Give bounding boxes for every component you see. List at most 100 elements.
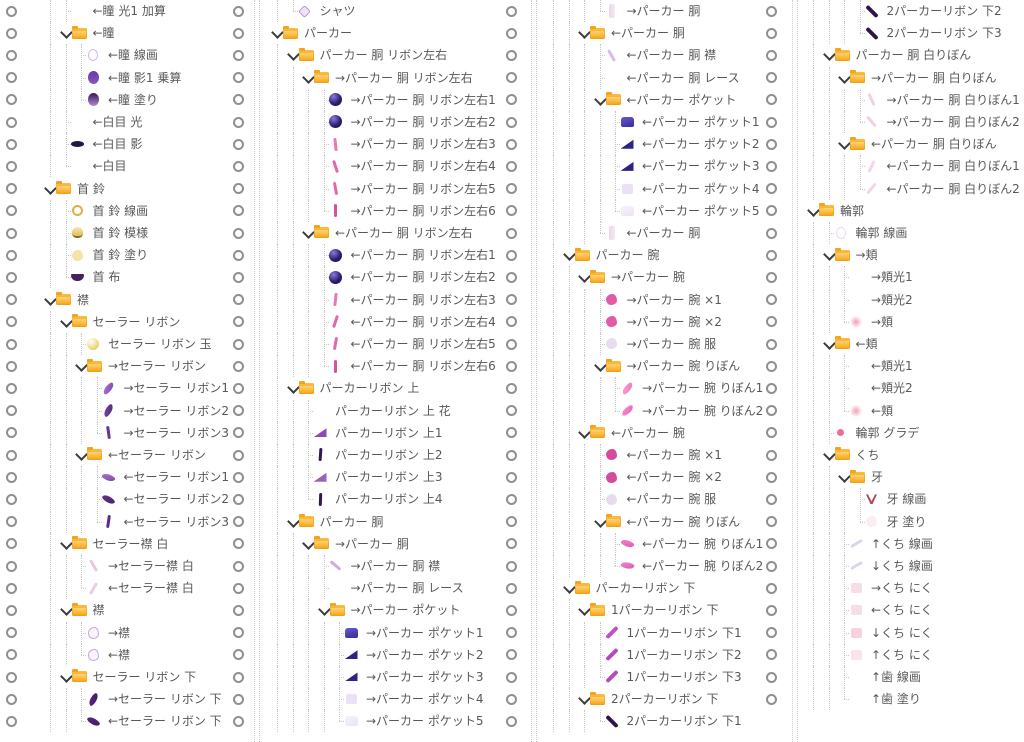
layer-row[interactable]: →パーカー ポケット1 bbox=[0, 621, 1024, 644]
layer-group-row[interactable]: →パーカー ポケット bbox=[0, 599, 1024, 622]
layer-group-row[interactable]: パーカーリボン 上 bbox=[0, 377, 1024, 400]
visibility-toggle-circle[interactable] bbox=[232, 27, 244, 39]
visibility-toggle-circle[interactable] bbox=[765, 649, 777, 661]
layer-row[interactable]: 首 布 bbox=[0, 266, 1024, 289]
visibility-toggle-circle[interactable] bbox=[5, 693, 17, 705]
visibility-toggle-circle[interactable] bbox=[765, 27, 777, 39]
layer-row[interactable]: ←パーカー 腕 ×1 bbox=[0, 443, 1024, 467]
layer-row[interactable]: ←セーラー リボン 下 bbox=[0, 710, 1024, 733]
layer-row[interactable]: →パーカー 胴 bbox=[0, 0, 1024, 23]
visibility-toggle-circle[interactable] bbox=[505, 227, 517, 239]
visibility-toggle-circle[interactable] bbox=[232, 449, 244, 461]
visibility-toggle-circle[interactable] bbox=[505, 249, 517, 261]
layer-group-row[interactable]: ←セーラー リボン bbox=[0, 443, 1024, 467]
visibility-toggle-circle[interactable] bbox=[5, 715, 17, 727]
layer-row[interactable]: →頬光2 bbox=[0, 288, 1024, 311]
visibility-toggle-circle[interactable] bbox=[505, 427, 517, 439]
expand-arrow-icon[interactable] bbox=[822, 448, 836, 461]
visibility-toggle-circle[interactable] bbox=[765, 604, 777, 616]
visibility-toggle-circle[interactable] bbox=[505, 538, 517, 550]
layer-row[interactable]: ←パーカー 胴 リボン左右3 bbox=[0, 288, 1024, 311]
visibility-toggle-circle[interactable] bbox=[5, 338, 17, 350]
layer-row[interactable]: ←頬 bbox=[0, 399, 1024, 422]
visibility-toggle-circle[interactable] bbox=[765, 5, 777, 17]
layer-row[interactable]: ←頬光1 bbox=[0, 355, 1024, 378]
expand-arrow-icon[interactable] bbox=[822, 337, 836, 350]
visibility-toggle-circle[interactable] bbox=[232, 316, 244, 328]
visibility-toggle-circle[interactable] bbox=[232, 338, 244, 350]
visibility-toggle-circle[interactable] bbox=[5, 294, 17, 306]
layer-row[interactable]: →頬 bbox=[0, 310, 1024, 333]
layer-row[interactable]: ←セーラー リボン1 bbox=[0, 466, 1024, 489]
layer-row[interactable]: →セーラー リボン 下 bbox=[0, 688, 1024, 711]
visibility-toggle-circle[interactable] bbox=[232, 516, 244, 528]
layer-row[interactable]: ←パーカー 胴 リボン左右5 bbox=[0, 332, 1024, 356]
layer-group-row[interactable]: →セーラー リボン bbox=[0, 355, 1024, 378]
layer-group-row[interactable]: パーカーリボン 下 bbox=[0, 577, 1024, 600]
visibility-toggle-circle[interactable] bbox=[765, 138, 777, 150]
visibility-toggle-circle[interactable] bbox=[505, 316, 517, 328]
layer-row[interactable]: 牙 塗り bbox=[0, 510, 1024, 533]
layer-row[interactable]: ←パーカー 胴 リボン左右2 bbox=[0, 266, 1024, 289]
visibility-toggle-circle[interactable] bbox=[232, 427, 244, 439]
layer-row[interactable]: ←くち にく bbox=[0, 599, 1024, 622]
layer-row[interactable]: ←パーカー ポケット1 bbox=[0, 110, 1024, 134]
visibility-toggle-circle[interactable] bbox=[5, 249, 17, 261]
layer-row[interactable]: →パーカー 胴 白りぼん1 bbox=[0, 88, 1024, 111]
layer-group-row[interactable]: 牙 bbox=[0, 466, 1024, 489]
layer-row[interactable]: パーカーリボン 上1 bbox=[0, 421, 1024, 444]
visibility-toggle-circle[interactable] bbox=[765, 582, 777, 594]
visibility-toggle-circle[interactable] bbox=[232, 493, 244, 505]
layer-group-row[interactable]: ←パーカー 胴 白りぼん bbox=[0, 133, 1024, 156]
visibility-toggle-circle[interactable] bbox=[765, 183, 777, 195]
visibility-toggle-circle[interactable] bbox=[765, 671, 777, 683]
layer-row[interactable]: ←白目 bbox=[0, 155, 1024, 178]
layer-row[interactable]: 2パーカーリボン 下3 bbox=[0, 22, 1024, 45]
layer-row[interactable]: →パーカー 腕 ×2 bbox=[0, 310, 1024, 333]
visibility-toggle-circle[interactable] bbox=[765, 160, 777, 172]
layer-row[interactable]: ←パーカー ポケット4 bbox=[0, 177, 1024, 200]
visibility-toggle-circle[interactable] bbox=[5, 116, 17, 128]
visibility-toggle-circle[interactable] bbox=[5, 449, 17, 461]
layer-row[interactable]: →パーカー 腕 服 bbox=[0, 332, 1024, 356]
layer-row[interactable]: 輪郭 線画 bbox=[0, 221, 1024, 245]
visibility-toggle-circle[interactable] bbox=[232, 271, 244, 283]
layer-row[interactable]: 1パーカーリボン 下3 bbox=[0, 665, 1024, 689]
visibility-toggle-circle[interactable] bbox=[505, 294, 517, 306]
visibility-toggle-circle[interactable] bbox=[5, 160, 17, 172]
visibility-toggle-circle[interactable] bbox=[232, 116, 244, 128]
visibility-toggle-circle[interactable] bbox=[505, 560, 517, 572]
layer-row[interactable]: ←パーカー 胴 bbox=[0, 221, 1024, 245]
visibility-toggle-circle[interactable] bbox=[5, 27, 17, 39]
layer-row[interactable]: 1パーカーリボン 下2 bbox=[0, 643, 1024, 666]
visibility-toggle-circle[interactable] bbox=[505, 604, 517, 616]
layer-row[interactable]: ←パーカー ポケット5 bbox=[0, 199, 1024, 222]
layer-row[interactable]: ←セーラー リボン3 bbox=[0, 510, 1024, 533]
layer-row[interactable]: →パーカー 胴 リボン左右4 bbox=[0, 155, 1024, 178]
visibility-toggle-circle[interactable] bbox=[232, 693, 244, 705]
visibility-toggle-circle[interactable] bbox=[505, 338, 517, 350]
layer-group-row[interactable]: →パーカー 胴 白りぼん bbox=[0, 66, 1024, 89]
visibility-toggle-circle[interactable] bbox=[765, 94, 777, 106]
layer-row[interactable]: ←パーカー 胴 リボン左右4 bbox=[0, 310, 1024, 333]
layer-group-row[interactable]: パーカー 胴 白りぼん bbox=[0, 44, 1024, 67]
layer-row[interactable]: パーカーリボン 上 花 bbox=[0, 399, 1024, 422]
layer-group-row[interactable]: →パーカー 腕 bbox=[0, 266, 1024, 289]
layer-row[interactable]: →パーカー 胴 襟 bbox=[0, 554, 1024, 578]
visibility-toggle-circle[interactable] bbox=[232, 94, 244, 106]
layer-row[interactable]: 輪郭 グラデ bbox=[0, 421, 1024, 444]
layer-row[interactable]: →パーカー 胴 リボン左右6 bbox=[0, 199, 1024, 222]
visibility-toggle-circle[interactable] bbox=[5, 471, 17, 483]
layer-row[interactable]: ←パーカー 胴 襟 bbox=[0, 44, 1024, 67]
visibility-toggle-circle[interactable] bbox=[765, 382, 777, 394]
visibility-toggle-circle[interactable] bbox=[505, 693, 517, 705]
visibility-toggle-circle[interactable] bbox=[765, 338, 777, 350]
layer-row[interactable]: 1パーカーリボン 下1 bbox=[0, 621, 1024, 644]
layer-row[interactable]: →頬光1 bbox=[0, 266, 1024, 289]
visibility-toggle-circle[interactable] bbox=[5, 138, 17, 150]
layer-row[interactable]: 2パーカーリボン 下1 bbox=[0, 710, 1024, 733]
layer-group-row[interactable]: 輪郭 bbox=[0, 200, 1024, 222]
layer-row[interactable]: ←瞳 塗り bbox=[0, 88, 1024, 111]
visibility-toggle-circle[interactable] bbox=[232, 49, 244, 61]
visibility-toggle-circle[interactable] bbox=[505, 116, 517, 128]
